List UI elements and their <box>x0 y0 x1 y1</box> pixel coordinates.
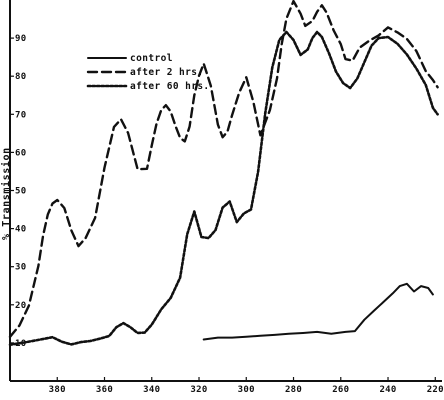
x-ticks: 380 360 340 320 300 280 260 240 220 <box>49 377 444 395</box>
x-tick-label: 320 <box>190 385 207 395</box>
y-tick-label: 20 <box>15 301 26 311</box>
series-line-0 <box>202 282 434 341</box>
x-tick-label: 280 <box>285 385 302 395</box>
x-tick-label: 220 <box>427 385 444 395</box>
y-tick-label: 30 <box>15 263 26 273</box>
y-tick-label: 90 <box>15 34 26 44</box>
legend-label-1: after 2 hrs. <box>130 67 203 78</box>
y-tick-label: 70 <box>15 110 26 120</box>
y-tick-label: 80 <box>15 72 26 82</box>
x-tick-label: 380 <box>49 385 66 395</box>
y-tick-label: 50 <box>15 187 26 197</box>
x-tick-label: 340 <box>143 385 160 395</box>
legend-label-0: control <box>130 53 173 64</box>
x-tick-label: 240 <box>379 385 396 395</box>
axes <box>9 0 442 382</box>
x-tick-label: 300 <box>238 385 255 395</box>
legend-label-2: after 60 hrs. <box>130 81 210 92</box>
series-line-2 <box>8 30 439 347</box>
y-axis-label: % Transmission <box>0 147 12 240</box>
y-tick-label: 60 <box>15 148 26 158</box>
series-layer <box>8 0 439 347</box>
y-tick-label: 40 <box>15 225 26 235</box>
series-line-1 <box>8 0 439 338</box>
x-tick-label: 260 <box>332 385 349 395</box>
x-tick-label: 360 <box>96 385 113 395</box>
legend: control after 2 hrs. after 60 hrs. <box>86 53 210 92</box>
